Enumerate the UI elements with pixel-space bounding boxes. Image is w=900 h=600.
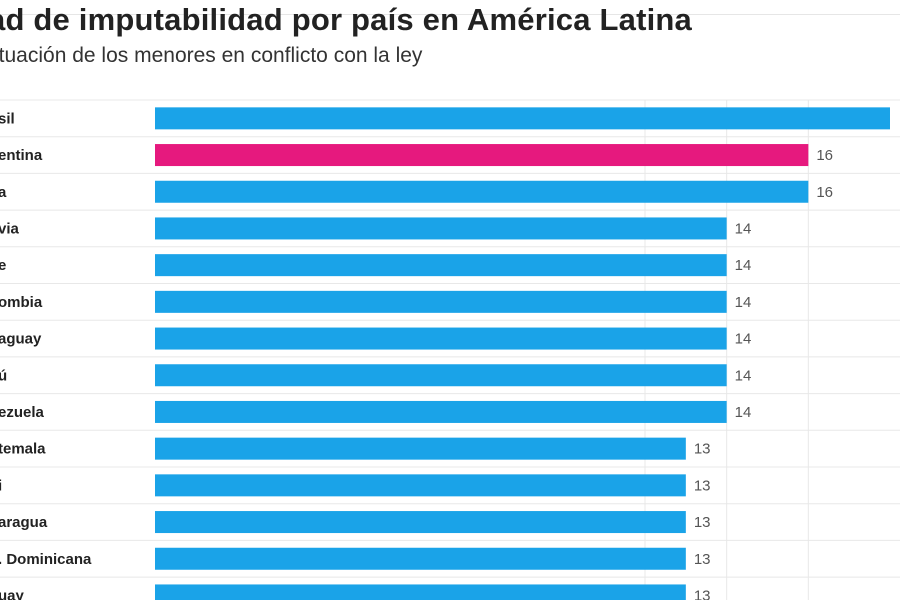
bar bbox=[155, 107, 890, 130]
category-label: ombia bbox=[0, 294, 43, 311]
value-label: 14 bbox=[735, 367, 752, 384]
bar bbox=[155, 547, 686, 570]
bar bbox=[155, 437, 686, 460]
chart-subtitle: ituación de los menores en conflicto con… bbox=[0, 44, 423, 67]
category-label: ú bbox=[0, 367, 7, 384]
value-label: 14 bbox=[735, 257, 752, 274]
value-label: 13 bbox=[694, 441, 711, 458]
category-label: aguay bbox=[0, 331, 42, 348]
bar bbox=[155, 180, 809, 203]
category-label: ezuela bbox=[0, 404, 45, 421]
value-label: 13 bbox=[694, 477, 711, 494]
category-label: via bbox=[0, 220, 20, 237]
chart-title: ad de imputabilidad por país en América … bbox=[0, 2, 692, 37]
bar bbox=[155, 144, 809, 167]
bar bbox=[155, 217, 727, 240]
value-label: 14 bbox=[735, 220, 752, 237]
value-label: 13 bbox=[694, 514, 711, 531]
category-label: i bbox=[0, 477, 2, 494]
value-label: 13 bbox=[694, 551, 711, 568]
category-label: e bbox=[0, 257, 6, 274]
value-label: 16 bbox=[816, 184, 833, 201]
bar bbox=[155, 364, 727, 387]
value-label: 14 bbox=[735, 294, 752, 311]
category-label: sil bbox=[0, 110, 15, 127]
value-label: 16 bbox=[816, 147, 833, 164]
category-label: entina bbox=[0, 147, 43, 164]
category-label: a bbox=[0, 184, 7, 201]
bar bbox=[155, 584, 686, 600]
bar bbox=[155, 511, 686, 534]
bar bbox=[155, 254, 727, 277]
category-label: temala bbox=[0, 441, 46, 458]
value-label: 14 bbox=[735, 331, 752, 348]
category-label: uay bbox=[0, 587, 25, 600]
category-label: aragua bbox=[0, 514, 48, 531]
value-label: 14 bbox=[735, 404, 752, 421]
category-label: . Dominicana bbox=[0, 551, 92, 568]
value-label: 13 bbox=[694, 587, 711, 600]
bar bbox=[155, 474, 686, 497]
bar bbox=[155, 290, 727, 313]
bar bbox=[155, 327, 727, 350]
top-divider bbox=[0, 14, 900, 15]
bar bbox=[155, 400, 727, 423]
